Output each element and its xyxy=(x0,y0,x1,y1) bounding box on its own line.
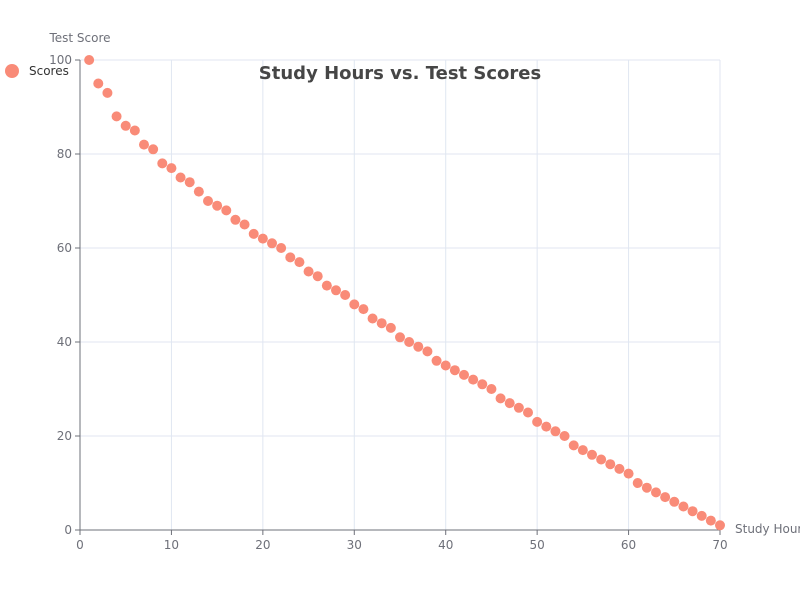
data-point[interactable] xyxy=(440,360,451,371)
data-point[interactable] xyxy=(267,238,277,249)
data-point[interactable] xyxy=(413,341,424,352)
data-point[interactable] xyxy=(532,416,543,427)
data-point[interactable] xyxy=(705,515,716,526)
data-point[interactable] xyxy=(84,55,95,65)
data-point[interactable] xyxy=(577,445,588,456)
data-point[interactable] xyxy=(276,243,287,253)
x-tick-label: 60 xyxy=(621,538,636,552)
data-point[interactable] xyxy=(678,501,689,512)
data-point[interactable] xyxy=(376,318,387,329)
x-tick-label: 20 xyxy=(255,538,270,552)
data-point[interactable] xyxy=(431,355,442,366)
data-point[interactable] xyxy=(468,374,479,385)
x-axis-label: Study Hours xyxy=(735,522,800,536)
data-point[interactable] xyxy=(568,440,579,451)
y-tick-label: 80 xyxy=(57,147,72,161)
data-point[interactable] xyxy=(367,313,378,324)
data-point[interactable] xyxy=(550,426,561,437)
data-point[interactable] xyxy=(459,369,469,380)
data-point[interactable] xyxy=(111,111,122,122)
data-point[interactable] xyxy=(696,510,707,521)
x-tick-label: 0 xyxy=(76,538,84,552)
data-point[interactable] xyxy=(340,290,351,300)
data-point[interactable] xyxy=(587,449,597,460)
data-point[interactable] xyxy=(623,468,634,479)
data-point[interactable] xyxy=(157,158,168,169)
data-point[interactable] xyxy=(422,346,433,357)
chart-title: Study Hours vs. Test Scores xyxy=(259,63,541,84)
data-point[interactable] xyxy=(148,144,159,155)
data-point[interactable] xyxy=(175,172,186,183)
data-point[interactable] xyxy=(349,299,360,310)
data-point[interactable] xyxy=(303,266,314,277)
data-point[interactable] xyxy=(395,332,405,343)
data-point[interactable] xyxy=(504,398,515,409)
data-points[interactable] xyxy=(84,55,725,531)
data-point[interactable] xyxy=(477,379,488,390)
data-point[interactable] xyxy=(257,233,268,244)
data-point[interactable] xyxy=(632,478,643,488)
grid-lines xyxy=(80,59,721,530)
tick-labels: 0 10 20 30 40 50 60 70 0 20 40 60 80 100 xyxy=(49,53,728,552)
data-point[interactable] xyxy=(715,520,725,531)
data-point[interactable] xyxy=(687,506,698,517)
data-point[interactable] xyxy=(184,177,195,188)
data-point[interactable] xyxy=(358,304,369,315)
data-point[interactable] xyxy=(385,322,396,333)
data-point[interactable] xyxy=(449,365,460,376)
y-tick-label: 60 xyxy=(57,241,72,255)
data-point[interactable] xyxy=(120,120,131,131)
data-point[interactable] xyxy=(495,393,506,404)
x-tick-label: 50 xyxy=(530,538,545,552)
data-point[interactable] xyxy=(660,492,671,503)
data-point[interactable] xyxy=(523,407,533,418)
y-tick-label: 0 xyxy=(64,523,72,537)
data-point[interactable] xyxy=(559,431,570,441)
data-point[interactable] xyxy=(212,200,223,211)
axes xyxy=(75,59,721,535)
x-tick-label: 70 xyxy=(712,538,727,552)
data-point[interactable] xyxy=(641,482,652,493)
y-tick-label: 20 xyxy=(57,429,72,443)
data-point[interactable] xyxy=(513,402,524,413)
data-point[interactable] xyxy=(486,384,497,394)
data-point[interactable] xyxy=(541,421,552,432)
data-point[interactable] xyxy=(404,337,415,347)
data-point[interactable] xyxy=(230,214,241,225)
data-point[interactable] xyxy=(193,186,204,197)
legend-marker-scores[interactable] xyxy=(5,64,19,78)
data-point[interactable] xyxy=(139,139,149,150)
data-point[interactable] xyxy=(285,252,296,263)
data-point[interactable] xyxy=(651,487,661,498)
data-point[interactable] xyxy=(614,463,625,474)
y-tick-label: 100 xyxy=(49,53,72,67)
y-tick-label: 40 xyxy=(57,335,72,349)
x-tick-label: 40 xyxy=(438,538,453,552)
data-point[interactable] xyxy=(221,205,232,216)
data-point[interactable] xyxy=(166,163,177,174)
y-axis-label: Test Score xyxy=(48,31,110,45)
data-point[interactable] xyxy=(239,219,250,230)
legend[interactable]: Scores xyxy=(5,64,69,78)
x-tick-label: 10 xyxy=(164,538,179,552)
data-point[interactable] xyxy=(294,257,305,268)
data-point[interactable] xyxy=(312,271,323,282)
data-point[interactable] xyxy=(669,496,680,507)
x-tick-label: 30 xyxy=(347,538,362,552)
data-point[interactable] xyxy=(321,280,332,291)
data-point[interactable] xyxy=(129,125,140,136)
data-point[interactable] xyxy=(596,454,607,465)
data-point[interactable] xyxy=(203,196,213,206)
data-point[interactable] xyxy=(605,459,616,470)
data-point[interactable] xyxy=(102,87,113,98)
data-point[interactable] xyxy=(248,228,259,239)
legend-label-scores[interactable]: Scores xyxy=(29,64,69,78)
data-point[interactable] xyxy=(93,78,104,89)
data-point[interactable] xyxy=(331,285,341,296)
